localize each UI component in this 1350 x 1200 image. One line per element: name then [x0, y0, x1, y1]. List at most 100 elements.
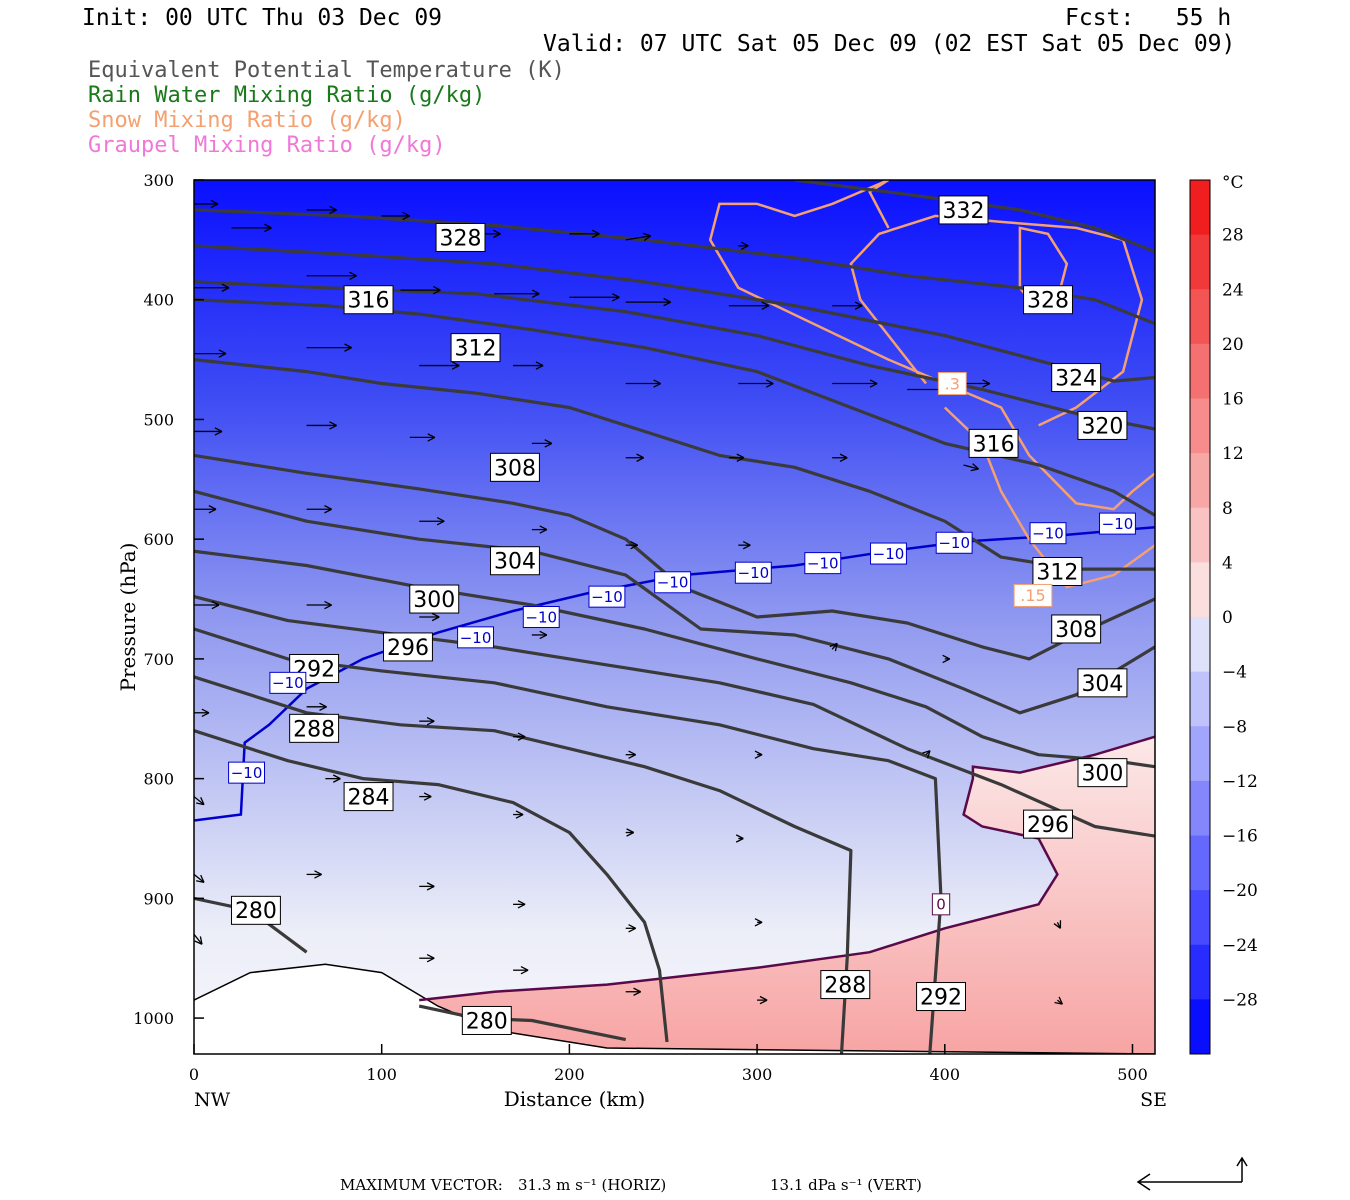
wind-vector [231, 223, 272, 233]
field-label-rain: Rain Water Mixing Ratio (g/kg) [88, 83, 486, 108]
wind-vector [625, 924, 636, 933]
svg-text:−10: −10 [1102, 515, 1134, 533]
colorbar-swatch [1190, 671, 1210, 727]
wind-vector [625, 987, 641, 996]
wind-vector [194, 505, 217, 514]
colorbar-swatch [1190, 999, 1210, 1055]
x-tick-label: 100 [366, 1065, 397, 1084]
wind-vector [325, 774, 341, 783]
wind-vector [306, 600, 332, 610]
svg-text:−10: −10 [231, 764, 263, 782]
colorbar-tick-label: 16 [1222, 390, 1244, 410]
wind-vector [194, 873, 205, 884]
theta-e-contour-line [194, 675, 853, 1054]
wind-vector [832, 301, 863, 310]
warm-region-shading [419, 736, 1155, 1054]
wind-vector [513, 361, 544, 370]
y-tick-label: 900 [143, 889, 174, 908]
svg-text:−10: −10 [738, 564, 770, 582]
colorbar-swatch [1190, 398, 1210, 454]
wind-vector [194, 427, 223, 436]
wind-vector [513, 965, 529, 975]
wind-vector [829, 642, 838, 652]
wind-vector [531, 439, 553, 448]
colorbar-tick-label: −20 [1222, 881, 1258, 901]
svg-text:300: 300 [413, 588, 455, 613]
svg-text:−10: −10 [873, 545, 905, 563]
wind-vector [194, 708, 210, 717]
wind-vector [194, 933, 203, 945]
colorbar-unit: °C [1222, 173, 1244, 193]
theta-e-contour-line [194, 595, 1155, 838]
svg-text:308: 308 [494, 456, 536, 481]
x-tick-label: 0 [189, 1065, 199, 1084]
wind-vector [194, 199, 219, 209]
y-tick-label: 400 [143, 291, 174, 310]
isotherm-label: −10 [457, 626, 494, 649]
wind-vector [419, 361, 460, 370]
max-vector-label: MAXIMUM VECTOR: [340, 1176, 503, 1194]
wind-vector [569, 229, 600, 239]
theta-e-label: 316 [968, 428, 1019, 458]
wind-vector [728, 301, 770, 310]
colorbar-swatch [1190, 453, 1210, 509]
wind-vector [832, 379, 878, 388]
wind-vector [194, 283, 230, 292]
wind-vector [381, 211, 410, 221]
colorbar-frame [1189, 179, 1211, 1055]
wind-vector [754, 750, 763, 759]
colorbar-swatch [1190, 835, 1210, 891]
isotherm-label: −10 [588, 585, 626, 608]
colorbar-tick-label: −24 [1222, 936, 1258, 956]
svg-text:292: 292 [920, 985, 962, 1010]
valid-time-label: Valid: 07 UTC Sat 05 Dec 09 (02 EST Sat … [543, 31, 1236, 57]
isotherm-label: 0 [931, 893, 951, 916]
snow-contour-line [849, 214, 1144, 427]
svg-text:.3: .3 [945, 374, 960, 393]
svg-text:296: 296 [1027, 813, 1069, 838]
x-tick-label: 400 [930, 1065, 961, 1084]
wind-vector [306, 343, 352, 352]
wind-vector [419, 882, 435, 891]
svg-text:296: 296 [387, 636, 429, 661]
colorbar-swatch [1190, 343, 1210, 399]
theta-e-label: 280 [461, 1005, 512, 1035]
svg-text:316: 316 [973, 432, 1015, 457]
isotherm-label: −10 [269, 671, 307, 694]
wind-vector [419, 716, 435, 726]
x-tick-label: 300 [742, 1065, 773, 1084]
wind-vector [757, 995, 768, 1005]
svg-text:288: 288 [824, 973, 866, 998]
y-tick-label: 500 [143, 410, 174, 429]
wind-vector [419, 792, 432, 801]
svg-text:−10: −10 [591, 588, 623, 606]
theta-e-contour-line [194, 358, 1155, 571]
field-label-theta-e: Equivalent Potential Temperature (K) [88, 58, 565, 83]
wind-vector [513, 810, 524, 819]
colorbar-swatch [1190, 234, 1210, 290]
terrain-mask [194, 964, 1155, 1054]
theta-e-label: 300 [1077, 758, 1128, 788]
wind-vector [754, 918, 763, 927]
svg-text:−10: −10 [1032, 525, 1064, 543]
isotherm-label: −10 [228, 761, 266, 784]
vertical-vector-key-arrow [1236, 1156, 1248, 1182]
x-axis-label: Distance (km) [504, 1087, 646, 1111]
isotherm-label: −10 [1029, 522, 1067, 545]
svg-text:−10: −10 [460, 629, 492, 647]
svg-text:304: 304 [494, 550, 536, 575]
svg-text:280: 280 [466, 1009, 508, 1034]
wind-vector [306, 205, 337, 215]
svg-text:328: 328 [440, 226, 482, 251]
terrain-line [194, 963, 1155, 1054]
wind-vector [738, 241, 749, 251]
wind-vector [306, 271, 357, 280]
field-label-graupel: Graupel Mixing Ratio (g/kg) [88, 133, 446, 158]
theta-e-label: 308 [1051, 614, 1102, 644]
theta-e-label: 324 [1051, 363, 1102, 393]
y-tick-label: 800 [143, 770, 174, 789]
isotherm-label: −10 [1099, 512, 1136, 535]
colorbar-tick-label: 20 [1222, 335, 1244, 355]
theta-e-label: 288 [820, 970, 871, 1000]
svg-text:312: 312 [1036, 560, 1078, 585]
